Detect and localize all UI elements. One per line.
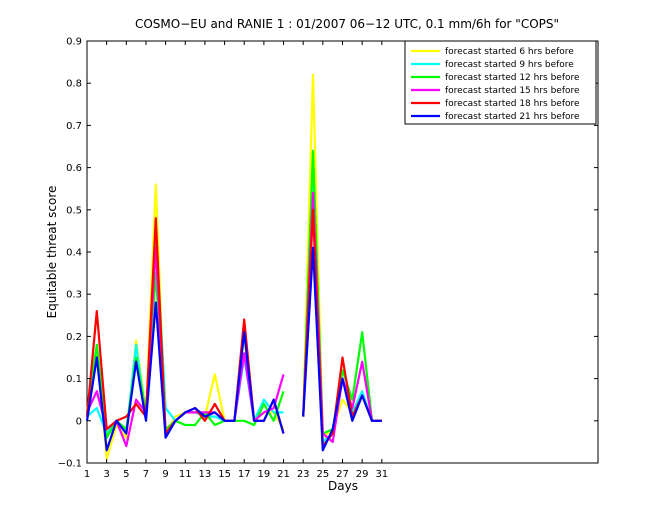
series-line xyxy=(85,301,285,452)
y-tick-label: 0.2 xyxy=(66,332,82,343)
legend-entry: forecast started 18 hrs before xyxy=(445,99,580,109)
y-tick-label: 0.4 xyxy=(66,248,82,259)
x-tick-label: 5 xyxy=(123,469,129,480)
x-tick-label: 17 xyxy=(238,469,251,480)
y-tick-label: 0.1 xyxy=(66,374,82,385)
y-tick-label: 0.3 xyxy=(66,290,82,301)
x-tick-label: 9 xyxy=(162,469,168,480)
y-tick-label: 0.5 xyxy=(66,205,82,216)
x-axis-label: Days xyxy=(328,479,358,493)
legend: forecast started 6 hrs before forecast st… xyxy=(404,40,597,125)
x-tick-label: 11 xyxy=(179,469,192,480)
x-tick-label: 15 xyxy=(218,469,231,480)
x-tick-label: 21 xyxy=(277,469,290,480)
x-tick-label: 29 xyxy=(356,469,369,480)
y-axis-label: Equitable threat score xyxy=(45,186,59,319)
legend-entry: forecast started 21 hrs before xyxy=(445,112,580,122)
y-tick-label: 0.6 xyxy=(66,163,82,174)
x-tick-label: 25 xyxy=(316,469,329,480)
y-tick-label: 0.7 xyxy=(66,121,82,132)
x-tick-label: 27 xyxy=(336,469,349,480)
series-6 xyxy=(85,246,382,452)
chart-title: COSMO−EU and RANIE 1 : 01/2007 06−12 UTC… xyxy=(135,17,559,31)
y-tick-label: 0.9 xyxy=(66,37,82,48)
y-tick-label: 0 xyxy=(76,416,82,427)
x-tick-label: 19 xyxy=(258,469,271,480)
x-tick-label: 31 xyxy=(375,469,388,480)
legend-entry: forecast started 9 hrs before xyxy=(445,60,574,70)
ticks-layer: 1 3 5 7 9 11 13 15 17 19 21 23 25 27 29 31−0.100.10.20.… xyxy=(58,37,598,480)
legend-entry: forecast started 15 hrs before xyxy=(445,86,580,96)
legend-box xyxy=(404,40,597,125)
legend-entry: forecast started 12 hrs before xyxy=(445,73,580,83)
x-tick-label: 23 xyxy=(297,469,310,480)
y-tick-label: −0.1 xyxy=(58,459,82,470)
x-tick-label: 1 xyxy=(84,469,90,480)
x-tick-label: 7 xyxy=(143,469,149,480)
series-line xyxy=(302,149,382,435)
y-tick-label: 0.8 xyxy=(66,79,82,90)
x-tick-label: 13 xyxy=(199,469,212,480)
legend-entry: forecast started 6 hrs before xyxy=(445,47,574,57)
x-tick-label: 3 xyxy=(103,469,109,480)
series-layer xyxy=(85,73,382,460)
series-line xyxy=(302,246,382,452)
